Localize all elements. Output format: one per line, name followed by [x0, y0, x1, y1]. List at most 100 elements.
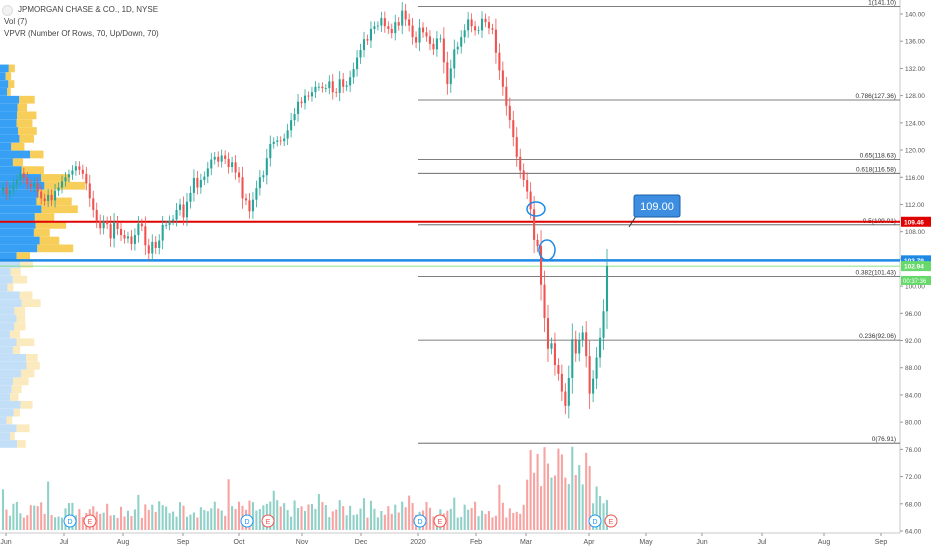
price-tick-label: 132.00 [905, 66, 925, 73]
dividend-marker[interactable] [63, 514, 77, 528]
legend-vpvr[interactable]: VPVR (Number Of Rows, 70, Up/Down, 70) [2, 28, 161, 40]
vp-row-up [0, 400, 21, 409]
price-tick-label: 112.00 [905, 202, 925, 209]
volume-bar [484, 513, 487, 530]
candle-body [328, 81, 331, 89]
marker-label: D [67, 519, 72, 526]
vp-row-up [0, 260, 21, 268]
fib-label: 1(141.10) [868, 0, 896, 7]
candle-body [477, 30, 480, 32]
candle-body [522, 170, 525, 180]
vp-row-up [0, 299, 22, 307]
candle-body [605, 266, 609, 312]
time-axis[interactable]: Jun Jul Aug Sep Oct Nov Dec 2020 Feb Mar Apr May Jun… [0, 533, 887, 546]
fibonacci-retracement[interactable]: 1(141.10) 0.786(127.36) 0.65(118.63) 0.618(… [418, 0, 900, 444]
vp-row-down [8, 80, 15, 88]
candle-body [290, 120, 293, 131]
vp-row-down [12, 275, 28, 284]
volume-bar [571, 446, 574, 530]
candle-body [404, 10, 407, 20]
candlesticks [1, 2, 609, 419]
volume-bar [494, 515, 497, 530]
candle-body [231, 162, 234, 168]
dividend-marker[interactable] [413, 514, 427, 528]
time-tick-label: 2020 [410, 539, 426, 546]
earnings-marker[interactable] [604, 514, 618, 528]
vp-row-down [34, 213, 55, 221]
candle-body [272, 141, 275, 144]
candle-body [595, 357, 598, 379]
candle-body [529, 191, 532, 210]
volume-bar [453, 497, 456, 530]
volume-bar [231, 506, 234, 530]
vp-row-up [0, 393, 11, 401]
candle-body [515, 137, 518, 157]
candle-body [213, 156, 216, 160]
vp-row-up [0, 354, 27, 362]
volume-bar [50, 514, 53, 530]
candle-body [12, 184, 15, 191]
volume-bar [29, 505, 32, 530]
candle-body [335, 92, 338, 94]
vp-row-up [0, 369, 21, 378]
vp-row-up [0, 103, 18, 112]
vp-row-down [12, 346, 21, 354]
highlight-ellipse-top[interactable] [526, 201, 546, 217]
volume-bar [144, 504, 147, 530]
volume-bar [78, 509, 81, 530]
volume-bar [328, 517, 331, 530]
horizontal-lines[interactable] [0, 220, 900, 267]
volume-bar [175, 516, 178, 530]
candle-body [505, 86, 508, 106]
volume-bar [428, 507, 432, 530]
candle-body [578, 340, 581, 354]
volume-bar [210, 508, 213, 530]
volume-bar [498, 484, 501, 530]
volume-bar [227, 479, 230, 530]
candle-body [463, 30, 466, 38]
drawings[interactable]: 109.00 [526, 194, 681, 261]
earnings-marker[interactable] [261, 514, 275, 528]
legend-volume[interactable]: Vol (7) [2, 16, 30, 28]
candle-body [467, 19, 470, 31]
price-tag[interactable] [901, 255, 931, 266]
volume-bar [335, 509, 338, 530]
vp-row-down [38, 189, 56, 198]
candle-body [342, 79, 345, 87]
volume-bar [158, 501, 161, 530]
legend-symbol[interactable]: JPMORGAN CHASE & CO., 1D, NYSE [16, 4, 161, 16]
candle-body [220, 155, 223, 162]
vp-row-down [8, 64, 15, 73]
price-tick-label: 128.00 [905, 93, 925, 100]
price-tag[interactable] [901, 216, 931, 227]
dividend-marker[interactable] [240, 514, 254, 528]
volume-bar [137, 494, 140, 530]
dividend-marker[interactable] [588, 514, 602, 528]
volume-bar [310, 503, 313, 530]
price-tick-label: 136.00 [905, 39, 925, 46]
earnings-marker[interactable] [433, 514, 447, 528]
candle-body [210, 159, 213, 169]
candle-body [196, 177, 199, 188]
price-tick-label: 72.00 [905, 474, 922, 481]
volume-bar [546, 463, 550, 530]
highlight-ellipse-bottom[interactable] [538, 239, 556, 261]
volume-bar [272, 490, 275, 530]
volume-bar [147, 509, 150, 530]
time-tick-label: Nov [296, 539, 309, 546]
price-tag[interactable] [901, 261, 931, 272]
volume-bar [168, 513, 171, 530]
volume-bar [529, 450, 532, 530]
price-axis[interactable]: 64.00 68.00 72.00 76.00 80.00 84.00 88.00 92.00… [900, 12, 931, 536]
callout-box[interactable] [633, 194, 681, 218]
vp-row-down [16, 119, 33, 128]
candle-body [57, 187, 60, 191]
candle-body [165, 224, 168, 226]
earnings-marker[interactable] [83, 514, 97, 528]
vp-row-down [33, 228, 50, 237]
candle-body [401, 10, 404, 26]
volume-bar [206, 511, 209, 530]
vp-row-down [14, 307, 26, 315]
